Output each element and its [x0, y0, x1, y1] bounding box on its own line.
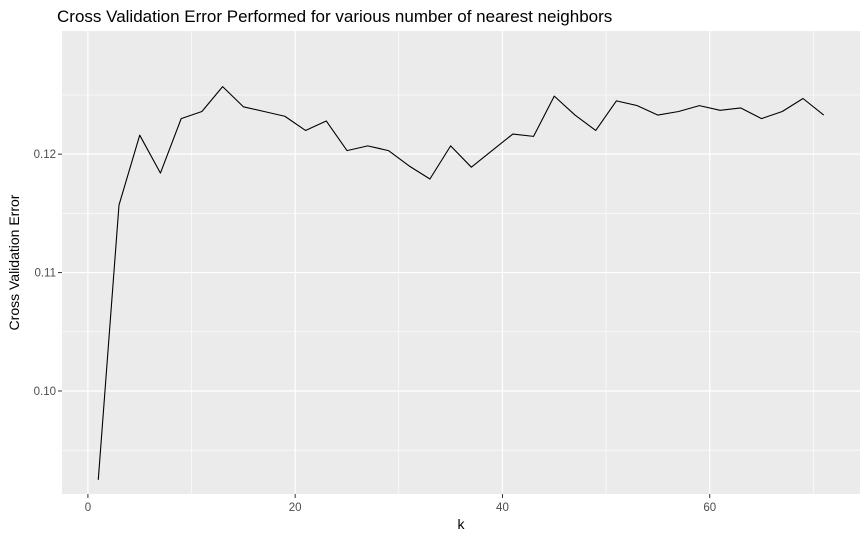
x-tick-label: 60	[703, 502, 716, 514]
y-tick-label: 0.10	[34, 386, 56, 398]
x-axis: 0 20 40 60	[85, 494, 716, 514]
chart-title: Cross Validation Error Performed for var…	[57, 7, 612, 26]
y-tick-label: 0.12	[34, 149, 56, 161]
y-tick-label: 0.11	[34, 268, 56, 280]
y-axis: 0.10 0.11 0.12	[34, 149, 62, 398]
x-axis-title: k	[458, 516, 466, 532]
minor-gridlines	[62, 31, 860, 494]
x-tick-label: 0	[85, 502, 91, 514]
x-tick-label: 20	[289, 502, 302, 514]
x-tick-label: 40	[496, 502, 509, 514]
plot-panel	[62, 31, 860, 494]
series-line	[97, 86, 825, 480]
series-layer	[97, 86, 825, 480]
y-axis-title: Cross Validation Error	[6, 194, 22, 330]
